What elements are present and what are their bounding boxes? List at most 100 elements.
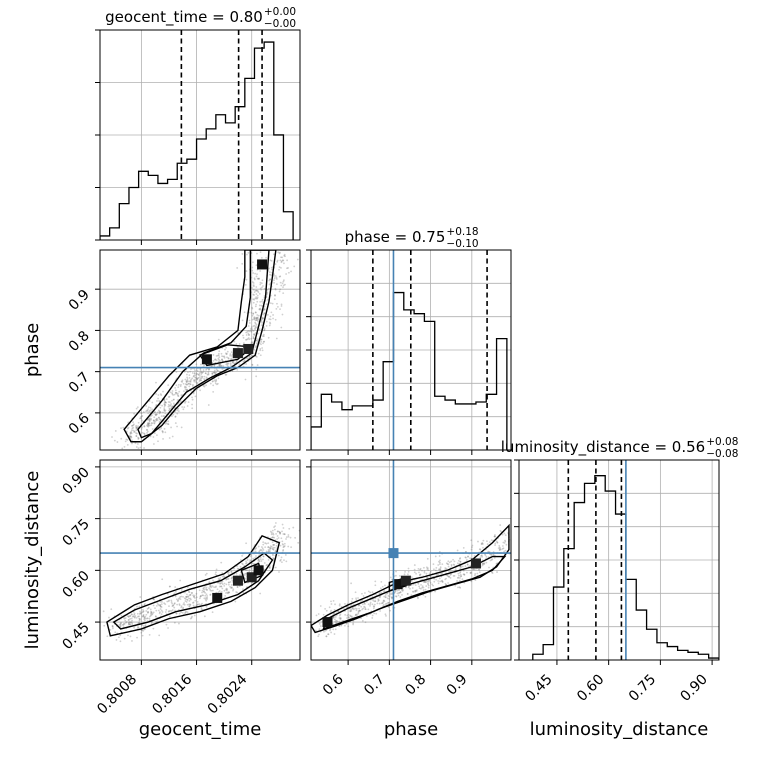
p_gt-sample-point bbox=[157, 440, 159, 443]
p_gt-sample-point bbox=[258, 328, 261, 331]
d_ph-sample-point bbox=[415, 590, 418, 593]
p_gt-sample-point bbox=[207, 371, 210, 373]
p_gt-sample-point bbox=[198, 376, 200, 379]
d_gt-sample-point bbox=[143, 628, 145, 631]
d_gt-sample-point bbox=[281, 530, 283, 533]
p_gt-sample-point bbox=[256, 300, 259, 303]
p_gt-sample-point bbox=[201, 371, 204, 374]
d_gt-sample-point bbox=[280, 561, 283, 564]
d_gt-sample-point bbox=[193, 595, 196, 598]
p_gt-sample-point bbox=[186, 378, 189, 380]
p_gt-sample-point bbox=[262, 313, 265, 316]
d_gt-sample-point bbox=[150, 612, 153, 614]
p_gt-sample-point bbox=[257, 338, 259, 341]
d_gt-sample-point bbox=[167, 610, 170, 613]
d_gt-sample-point bbox=[203, 591, 205, 593]
d_ph-sample-point bbox=[417, 597, 419, 600]
p_gt-sample-point bbox=[233, 340, 236, 343]
h_dl-bin bbox=[678, 650, 688, 660]
d_ph-sample-point bbox=[424, 580, 426, 583]
p_gt-sample-point bbox=[219, 364, 222, 367]
p_gt-sample-point bbox=[171, 415, 173, 417]
d_ph-sample-point bbox=[339, 618, 342, 621]
d_gt-sample-point bbox=[227, 573, 230, 576]
p_gt-sample-point bbox=[213, 369, 216, 372]
p_gt-sample-point bbox=[176, 392, 179, 395]
d_gt-sample-point bbox=[143, 603, 146, 606]
d_gt-sample-point bbox=[238, 574, 241, 577]
p_gt-sample-point bbox=[213, 364, 216, 367]
p_gt-sample-point bbox=[272, 253, 275, 256]
d_gt-sample-point bbox=[174, 590, 177, 593]
p_gt-sample-point bbox=[256, 277, 259, 280]
d_ph-sample-point bbox=[429, 581, 432, 584]
d_ph-sample-point bbox=[482, 562, 485, 565]
d_ph-sample-point bbox=[433, 580, 436, 583]
d_gt-sample-point bbox=[230, 584, 233, 586]
d_gt-sample-point bbox=[218, 590, 221, 592]
d_ph-sample-point bbox=[357, 611, 360, 614]
d_gt-sample-point bbox=[127, 619, 130, 621]
phase-title-lower-error: −0.10 bbox=[446, 238, 478, 250]
d_ph-sample-point bbox=[488, 550, 491, 553]
p_gt-sample-point bbox=[252, 282, 255, 284]
d_gt-sample-point bbox=[188, 605, 191, 608]
p_gt-sample-point bbox=[274, 287, 277, 290]
h_ph-bin bbox=[445, 400, 455, 450]
d_ph-sample-point bbox=[350, 608, 353, 611]
d_gt-sample-point bbox=[270, 531, 273, 534]
d_ph-sample-point bbox=[497, 547, 500, 549]
d_ph-sample-point bbox=[501, 548, 504, 550]
p_gt-sample-point bbox=[218, 363, 220, 366]
p_gt-sample-point bbox=[248, 338, 251, 341]
d_gt-sample-point bbox=[252, 557, 255, 560]
p_gt-sample-point bbox=[258, 328, 261, 330]
p_gt-sample-point bbox=[242, 336, 245, 339]
d_gt-sample-point bbox=[220, 582, 223, 585]
d_gt-sample-point bbox=[192, 595, 195, 598]
d_ph-truth-marker bbox=[388, 548, 399, 559]
d_ph-sample-point bbox=[354, 613, 357, 616]
p_gt-sample-point bbox=[287, 271, 290, 274]
d_ph-sample-point bbox=[489, 559, 492, 562]
p_gt-sample-point bbox=[255, 316, 258, 319]
p_gt-sample-point bbox=[198, 373, 200, 376]
p_gt-sample-point bbox=[245, 278, 248, 281]
d_gt-sample-point bbox=[225, 578, 228, 581]
d_ph-sample-point bbox=[339, 613, 342, 616]
d_gt-xtick-label: 0.8016 bbox=[149, 671, 195, 717]
d_ph-sample-point bbox=[408, 585, 410, 588]
d_gt-sample-point bbox=[203, 597, 206, 600]
p_gt-sample-point bbox=[256, 319, 258, 321]
p_gt-sample-point bbox=[254, 328, 256, 331]
d_gt-sample-point bbox=[232, 588, 235, 591]
p_gt-sample-point bbox=[191, 377, 194, 380]
p_gt-sample-point bbox=[195, 377, 198, 380]
p_gt-sample-point bbox=[250, 287, 253, 289]
d_gt-sample-point bbox=[278, 571, 280, 573]
d_ph-sample-point bbox=[334, 616, 337, 618]
d_gt-sample-point bbox=[204, 574, 207, 576]
p_gt-sample-point bbox=[148, 410, 151, 413]
p_gt-sample-point bbox=[253, 294, 255, 296]
p_gt-sample-point bbox=[265, 303, 268, 306]
d_gt-sample-point bbox=[220, 585, 222, 588]
d_ph-sample-point bbox=[387, 601, 389, 604]
h_dl-bin bbox=[533, 654, 543, 660]
p_gt-sample-point bbox=[259, 270, 262, 272]
p_gt-sample-point bbox=[271, 302, 274, 305]
p_gt-sample-point bbox=[188, 382, 190, 385]
d_ph-sample-point bbox=[350, 615, 353, 618]
p_gt-sample-point bbox=[152, 436, 155, 438]
d_gt-sample-point bbox=[189, 594, 192, 596]
d_ph-sample-point bbox=[396, 589, 399, 592]
d_ph-sample-point bbox=[480, 542, 483, 545]
d_ph-sample-point bbox=[362, 595, 365, 597]
p_gt-sample-point bbox=[143, 425, 146, 428]
d_gt-sample-point bbox=[275, 544, 278, 547]
p_gt-sample-point bbox=[273, 273, 275, 276]
d_gt-ytick-label: 0.60 bbox=[59, 568, 92, 601]
p_gt-sample-point bbox=[137, 437, 140, 440]
p_gt-sample-point bbox=[252, 284, 255, 287]
d_ph-sample-point bbox=[484, 554, 487, 557]
